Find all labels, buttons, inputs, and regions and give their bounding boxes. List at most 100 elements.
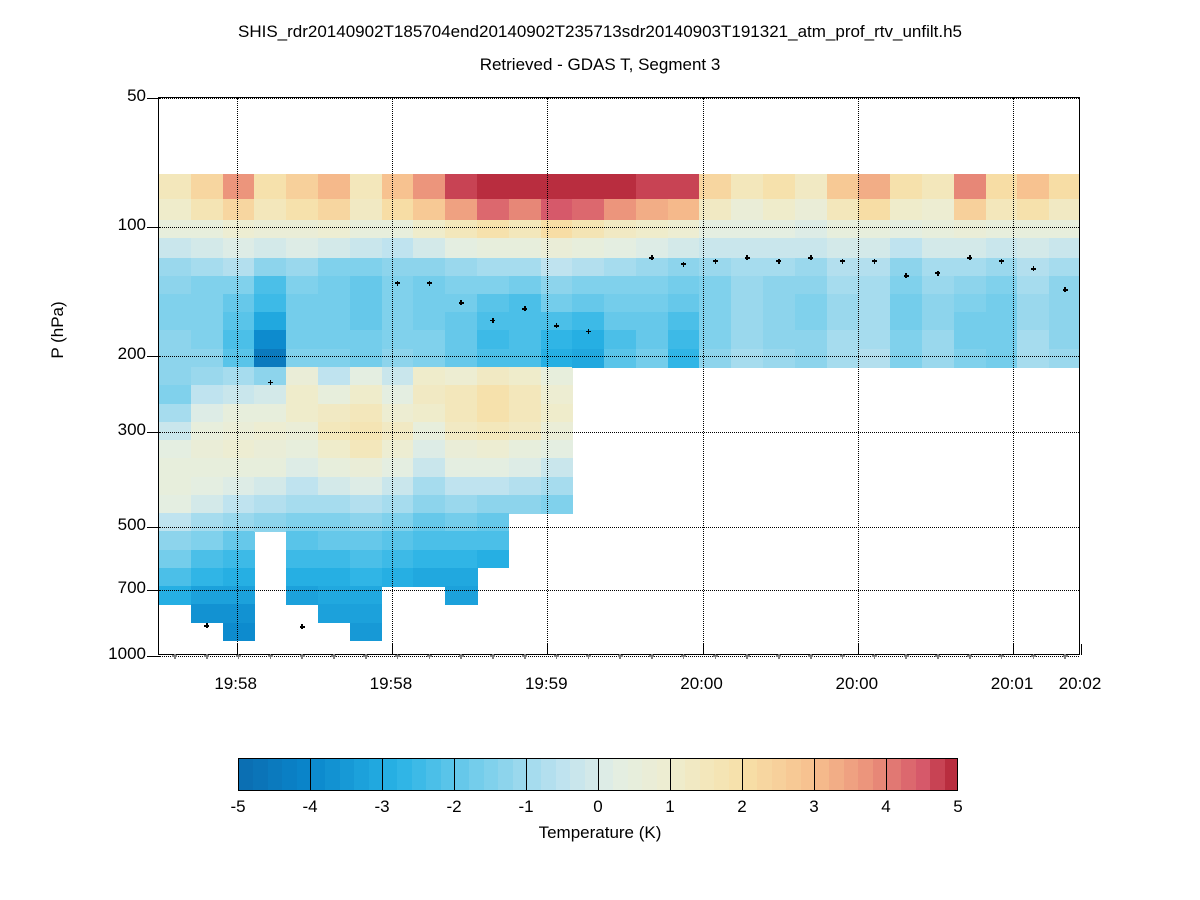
heatmap-cell bbox=[222, 330, 255, 350]
heatmap-cell bbox=[190, 403, 224, 423]
heatmap-cell bbox=[349, 219, 383, 239]
heatmap-cell bbox=[445, 421, 478, 441]
heatmap-cell bbox=[381, 531, 414, 551]
heatmap-cell bbox=[508, 237, 542, 259]
heatmap-cell bbox=[508, 293, 542, 313]
heatmap-cell bbox=[349, 385, 383, 405]
gridline-horizontal bbox=[159, 431, 1079, 433]
heatmap-cell bbox=[317, 586, 351, 605]
heatmap-cell bbox=[254, 385, 287, 405]
heatmap-cell bbox=[254, 458, 287, 478]
gridline-horizontal bbox=[159, 98, 1079, 99]
gridline-horizontal bbox=[159, 227, 1079, 229]
heatmap-cell bbox=[381, 567, 414, 587]
heatmap-cell bbox=[190, 219, 224, 239]
y-axis-tick-label: 1000 bbox=[108, 644, 146, 663]
heatmap-cell bbox=[159, 293, 192, 313]
heatmap-cell bbox=[540, 173, 573, 200]
heatmap-cell bbox=[445, 567, 478, 587]
colorbar-segment bbox=[339, 759, 355, 790]
heatmap-cell bbox=[858, 275, 891, 295]
colorbar-tick bbox=[670, 758, 671, 791]
heatmap-cell bbox=[381, 421, 414, 441]
heatmap-cell bbox=[699, 275, 732, 295]
heatmap-cell bbox=[222, 403, 255, 423]
gridline-vertical bbox=[391, 98, 393, 654]
heatmap-cell bbox=[604, 275, 637, 295]
heatmap-cell bbox=[317, 219, 351, 239]
surface-pressure-marker bbox=[490, 653, 496, 659]
heatmap-cell bbox=[190, 604, 224, 624]
heatmap-cell bbox=[317, 293, 351, 313]
heatmap-cell bbox=[540, 312, 573, 331]
y-axis-tick bbox=[147, 356, 159, 358]
heatmap-cell bbox=[476, 458, 510, 478]
heatmap-cell bbox=[317, 549, 351, 569]
heatmap-cell bbox=[159, 476, 192, 496]
heatmap-cell bbox=[476, 173, 510, 200]
heatmap-cell bbox=[826, 237, 860, 259]
heatmap-cell bbox=[349, 622, 383, 642]
heatmap-cell bbox=[635, 173, 669, 200]
heatmap-cell bbox=[445, 312, 478, 331]
heatmap-cell bbox=[254, 237, 287, 259]
heatmap-cell bbox=[317, 257, 351, 277]
heatmap-cell bbox=[508, 494, 542, 514]
heatmap-cell bbox=[953, 293, 987, 313]
surface-pressure-marker bbox=[426, 653, 432, 659]
heatmap-cell bbox=[445, 549, 478, 569]
heatmap-cell bbox=[763, 312, 796, 331]
colorbar-segment bbox=[311, 759, 327, 790]
heatmap-cell bbox=[286, 421, 319, 441]
heatmap-cell bbox=[159, 549, 192, 569]
heatmap-cell bbox=[1049, 293, 1079, 313]
heatmap-cell bbox=[699, 330, 732, 350]
heatmap-cell bbox=[190, 512, 224, 532]
heatmap-cell bbox=[413, 476, 446, 496]
heatmap-cell bbox=[1017, 348, 1050, 368]
heatmap-cell bbox=[667, 219, 701, 239]
colorbar-tick-label: -1 bbox=[518, 797, 534, 816]
heatmap-cell bbox=[858, 257, 891, 277]
surface-pressure-marker bbox=[553, 653, 559, 659]
surface-pressure-marker bbox=[458, 653, 464, 659]
heatmap-cell bbox=[667, 173, 701, 200]
heatmap-cell bbox=[286, 293, 319, 313]
heatmap-cell bbox=[222, 476, 255, 496]
heatmap-cell bbox=[1017, 199, 1050, 221]
heatmap-cell bbox=[413, 440, 446, 459]
heatmap-cell bbox=[190, 476, 224, 496]
figure-subtitle: Retrieved - GDAS T, Segment 3 bbox=[479, 55, 721, 74]
heatmap-cell bbox=[222, 494, 255, 514]
heatmap-cell bbox=[540, 293, 573, 313]
heatmap-cell bbox=[413, 330, 446, 350]
heatmap-cell bbox=[445, 199, 478, 221]
heatmap-cell bbox=[572, 330, 605, 350]
colorbar-tick-label: 5 bbox=[953, 797, 963, 816]
heatmap-cell bbox=[286, 440, 319, 459]
heatmap-cell bbox=[635, 348, 669, 368]
heatmap-cell bbox=[254, 348, 287, 368]
heatmap-cell bbox=[476, 421, 510, 441]
heatmap-cell bbox=[190, 458, 224, 478]
heatmap-cell bbox=[286, 237, 319, 259]
heatmap-cell bbox=[381, 173, 414, 200]
heatmap-cell bbox=[1017, 173, 1050, 200]
colorbar-segment bbox=[498, 759, 514, 790]
heatmap-cell bbox=[890, 348, 923, 368]
heatmap-cell bbox=[413, 403, 446, 423]
heatmap-cell bbox=[858, 330, 891, 350]
y-axis-tick-label: 300 bbox=[117, 419, 146, 439]
heatmap-cell bbox=[222, 622, 255, 642]
heatmap-cell bbox=[222, 512, 255, 532]
heatmap-cell bbox=[794, 199, 828, 221]
heatmap-cell bbox=[540, 348, 573, 368]
heatmap-cell bbox=[635, 237, 669, 259]
heatmap-cell bbox=[794, 257, 828, 277]
heatmap-cell bbox=[508, 275, 542, 295]
heatmap-cell bbox=[349, 531, 383, 551]
heatmap-cell bbox=[858, 293, 891, 313]
heatmap-cell bbox=[858, 312, 891, 331]
heatmap-cell bbox=[190, 440, 224, 459]
